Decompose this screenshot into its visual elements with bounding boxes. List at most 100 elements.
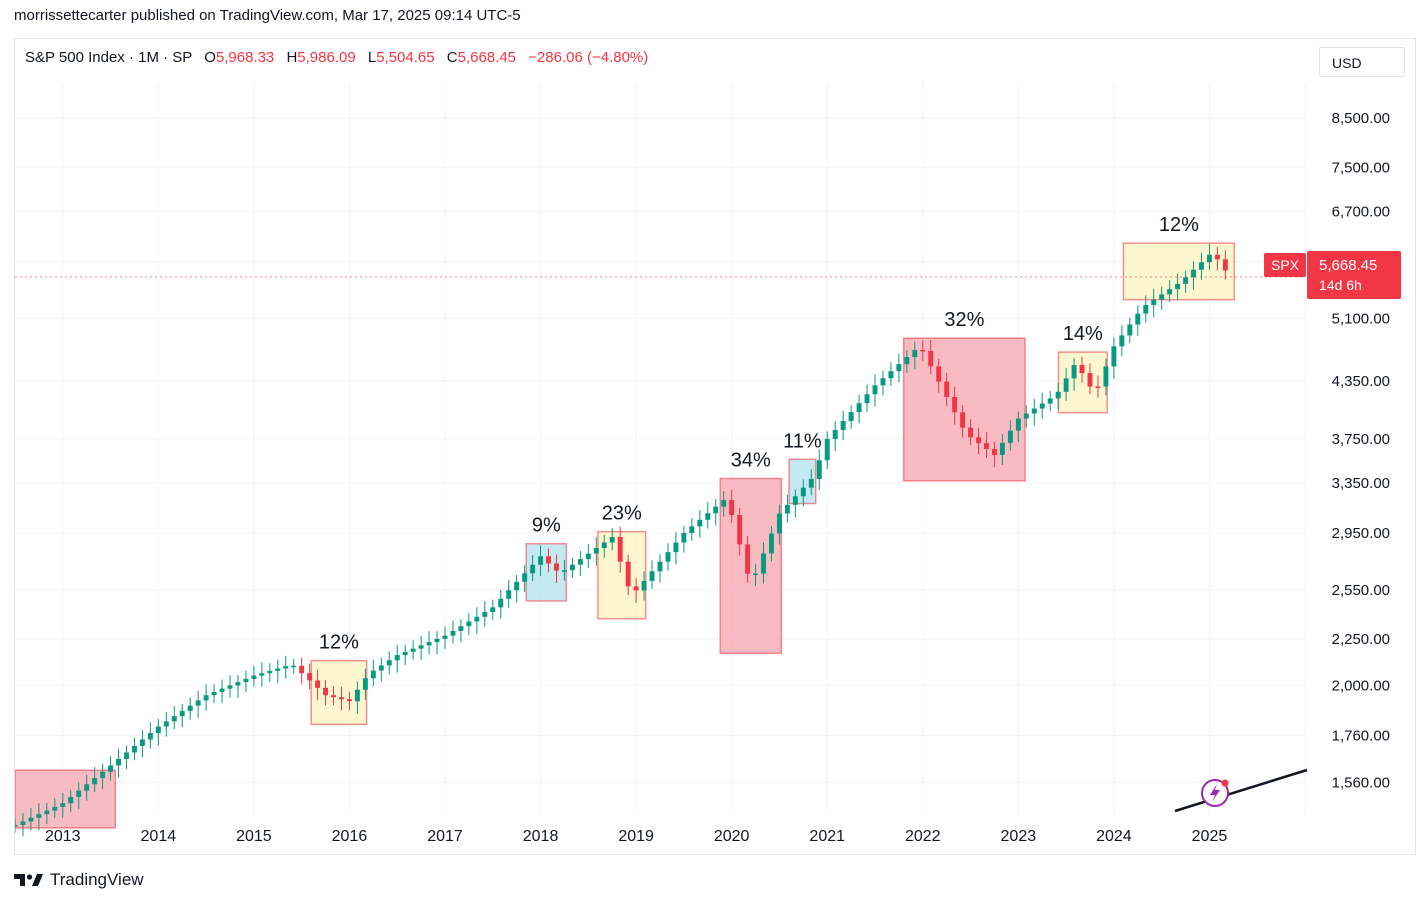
candle-body [92,778,98,785]
candle-body [721,500,727,507]
y-tick-label: 4,350.00 [1332,373,1390,390]
candle-body [904,357,910,365]
annotation-label: 34% [731,449,771,471]
y-tick-label: 1,560.00 [1332,775,1390,792]
drawing-line[interactable] [1174,768,1308,813]
candle-body [458,626,464,631]
candle-body [1143,304,1149,314]
price-tag[interactable]: SPX 5,668.45 14d 6h [1264,251,1401,299]
chart-panel[interactable]: 12% 9% 23% 34% 11% 32% 14% 12% 2013 2014 2015 2016… [14,38,1416,855]
candle-body [991,449,997,455]
y-tick-label: 2,000.00 [1332,677,1390,694]
candle-body [1063,378,1069,392]
candle-body [307,673,313,681]
x-tick-label: 2017 [427,828,463,845]
y-tick-label: 8,500.00 [1332,110,1390,127]
candle-body [784,504,790,514]
y-tick-label: 3,750.00 [1332,431,1390,448]
candle-body [561,570,567,572]
candle-body [1079,364,1085,374]
candle-body [108,765,114,772]
candle-body [235,682,241,686]
candle-body [912,349,918,358]
candle-body [848,412,854,422]
open-label: O [204,49,216,66]
tradingview-logo-text: TradingView [50,870,144,889]
x-tick-label: 2021 [809,828,845,845]
annotation-label: 14% [1063,323,1103,345]
candle-body [960,412,966,428]
candle-body [1015,418,1021,431]
close-label: C [446,49,458,66]
candle-body [267,670,273,674]
candle-body [824,438,830,461]
candle-body [601,542,607,549]
candle-body [84,784,90,791]
candle-body [800,487,806,497]
candle-body [1087,373,1093,387]
candle-body [832,429,838,439]
candle-body [1151,299,1157,305]
tradingview-logo[interactable]: TradingView [14,870,144,890]
candle-body [482,612,488,617]
y-tick-label: 2,550.00 [1332,582,1390,599]
candle-body [124,752,129,759]
price-chart[interactable]: 12% 9% 23% 34% 11% 32% 14% 12% 2013 2014 2015 2016… [15,39,1415,854]
annotation-label: 23% [602,503,642,525]
candle-body [1103,366,1109,387]
x-tick-label: 2024 [1096,828,1132,845]
candle-body [649,571,655,581]
candle-body [52,806,58,811]
high-label: H [286,49,298,66]
candle-body [362,678,368,690]
candle-body [689,526,695,533]
candle-body [920,349,926,352]
close-value: 5,668.45 [457,49,516,66]
y-tick-label: 1,760.00 [1332,727,1390,744]
candle-body [792,496,798,505]
y-tick-label: 2,950.00 [1332,525,1390,542]
symbol-title[interactable]: S&P 500 Index · 1M · SP [25,49,193,66]
low-value: 5,504.65 [376,49,435,66]
candle-body [761,553,766,574]
candle-body [498,598,504,608]
candle-body [44,810,50,815]
candle-body [856,403,862,413]
candle-body [1047,398,1053,404]
x-tick-label: 2022 [905,828,941,845]
candle-body [952,396,958,413]
candle-body [346,699,352,702]
candle-body [729,500,735,516]
candle-body [944,381,950,397]
currency-button[interactable]: USD [1319,47,1405,77]
candle-body [657,561,663,572]
candle-body [243,678,249,683]
candle-body [840,421,846,430]
candle-body [163,721,169,727]
candle-body [713,506,719,514]
candle-body [617,536,623,562]
candle-body [880,378,886,386]
candle-body [323,687,329,696]
candle-body [442,635,448,639]
candle-body [219,688,225,692]
candle-body [1199,262,1204,270]
candle-body [968,427,974,438]
annotation-labels: 12% 9% 23% 34% 11% 32% 14% 12% [319,214,1199,653]
x-tick-label: 2018 [523,828,559,845]
candle-body [299,665,305,674]
candle-body [1031,408,1037,414]
annotation-label: 9% [532,515,561,537]
candle-body [984,443,989,450]
candle-body [155,726,161,734]
candle-body [872,385,878,395]
y-axis: 8,500.007,500.006,700.005,900.005,100.00… [1332,110,1390,791]
candle-body [1175,283,1181,290]
x-tick-label: 2015 [236,828,272,845]
annotation-box [1122,242,1236,301]
price-tag-symbol-bg [1264,253,1306,277]
candle-body [394,655,400,661]
x-tick-label: 2023 [1001,828,1037,845]
candle-body [474,616,480,622]
candle-body [203,695,209,701]
